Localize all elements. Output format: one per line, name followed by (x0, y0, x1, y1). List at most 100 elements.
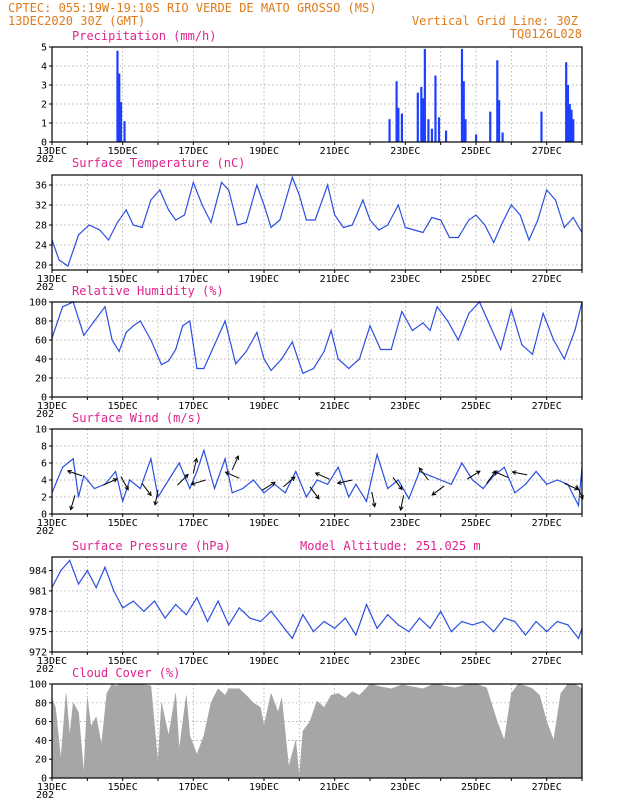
rh-point (189, 320, 191, 322)
rh-point (574, 329, 576, 332)
pres-point (535, 620, 537, 623)
y-tick-label: 28 (35, 221, 47, 232)
pres-point (344, 617, 346, 619)
year-label: 202 (36, 154, 54, 165)
x-tick-label: 13DEC (37, 782, 67, 793)
cloud-area (51, 683, 583, 779)
wind-point (556, 479, 558, 481)
rh-point (500, 348, 502, 351)
temp-panel-title: Surface Temperature (nC) (72, 156, 245, 170)
temp-point (67, 265, 69, 267)
pres-point (524, 634, 527, 636)
temp-point (493, 241, 495, 244)
rh-point (411, 329, 413, 332)
rh-point (447, 320, 449, 322)
y-tick-label: 36 (35, 181, 47, 192)
precip-bar (423, 48, 426, 142)
pres-point (514, 620, 516, 623)
y-tick-label: 10 (35, 425, 47, 436)
temp-point (448, 236, 451, 239)
wind-point (355, 483, 357, 485)
temp-point (475, 214, 477, 216)
wind-point (337, 466, 339, 468)
rh-point (312, 367, 315, 370)
rh-point (457, 339, 459, 341)
x-tick-label: 23DEC (390, 782, 420, 793)
x-tick-label: 13DEC (37, 401, 67, 412)
pres-point (577, 637, 580, 640)
x-tick-label: 27DEC (532, 518, 562, 529)
rh-point (323, 350, 325, 352)
x-tick-label: 19DEC (249, 782, 279, 793)
cloud-panel: 0 20 40 60 80 100 13DEC 15DEC 17DEC 19DEC 21DEC 23D… (29, 680, 583, 800)
precip-bar (395, 81, 398, 142)
temp-point (245, 221, 247, 224)
temp-point (168, 209, 170, 211)
precip-bar (434, 75, 437, 142)
x-tick-label: 13DEC (37, 274, 67, 285)
wind-point (72, 458, 74, 460)
pres-point (567, 624, 569, 626)
wind-point (213, 487, 216, 490)
temp-point (107, 239, 110, 241)
pres-point (493, 631, 495, 633)
temp-point (501, 221, 504, 224)
temp-point (228, 189, 230, 191)
pres-point (365, 603, 368, 606)
pres-point (77, 583, 80, 585)
x-tick-label: 15DEC (108, 656, 138, 667)
pres-point (440, 610, 442, 612)
rh-point (168, 360, 170, 362)
x-tick-label: 17DEC (178, 274, 208, 285)
pres-point (546, 631, 548, 633)
rh-point (175, 348, 177, 351)
year-label: 202 (36, 790, 54, 800)
rh-point (125, 331, 127, 333)
precip-bar (464, 119, 467, 142)
x-tick-label: 21DEC (320, 518, 350, 529)
year-label: 202 (36, 526, 54, 537)
precip-bar (489, 111, 492, 142)
temp-point (132, 224, 134, 226)
pres-point (185, 614, 187, 616)
x-tick-label: 19DEC (249, 401, 279, 412)
x-tick-label: 19DEC (249, 656, 279, 667)
wind-point (461, 462, 463, 464)
pres-point (355, 634, 357, 636)
cloud-frame (51, 683, 583, 779)
pres-point (312, 631, 315, 633)
wind-arrow (371, 491, 377, 508)
wind-arrow (153, 490, 159, 506)
precip-bar (566, 85, 570, 142)
wind-point (189, 487, 191, 490)
precip-bar (568, 104, 571, 142)
precip-bar (118, 73, 121, 142)
pres-point (323, 620, 325, 623)
pres-point (376, 627, 378, 629)
pres-point (60, 569, 62, 572)
rh-point (521, 344, 523, 346)
x-tick-label: 13DEC (37, 518, 67, 529)
temp-point (263, 204, 265, 206)
wind-arrow (192, 457, 199, 474)
x-tick-label: 19DEC (249, 274, 279, 285)
wind-arrow (309, 486, 320, 500)
rh-point (358, 358, 360, 360)
rh-point (422, 322, 424, 324)
temp-point (342, 226, 345, 229)
x-tick-label: 21DEC (320, 401, 350, 412)
wind-panel-title: Surface Wind (m/s) (72, 411, 202, 425)
y-tick-label: 20 (35, 755, 47, 766)
temp-point (256, 184, 258, 186)
precip-bar (496, 60, 499, 142)
rh-point (302, 372, 304, 374)
temp-point (546, 189, 548, 191)
pres-point (418, 617, 421, 619)
pres-point (291, 637, 293, 640)
temp-point (422, 231, 424, 234)
panels-layer: 0 1 2 3 4 5 13DEC 15DEC 17DEC 19DEC 21DEC 23DEC 25DE… (29, 43, 584, 800)
wind-point (168, 479, 170, 481)
y-tick-label: 100 (29, 298, 47, 309)
x-tick-label: 17DEC (178, 518, 208, 529)
